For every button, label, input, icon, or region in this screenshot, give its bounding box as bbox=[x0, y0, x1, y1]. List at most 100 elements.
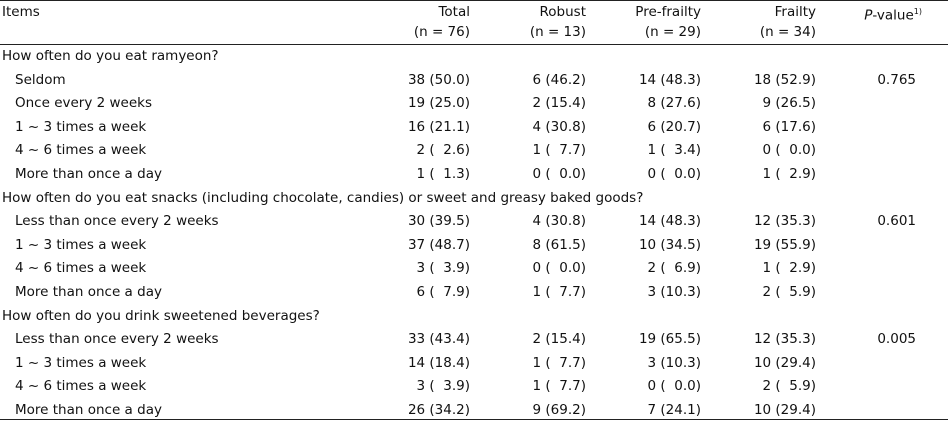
prefrailty-cell: 6 (20.7) bbox=[647, 118, 701, 135]
prefrailty-cell: 10 (34.5) bbox=[638, 236, 701, 253]
prefrailty-cell: 1 ( 3.4) bbox=[647, 142, 701, 159]
header-pvalue-footnote: 1) bbox=[913, 7, 922, 16]
table-header: Items Total (n = 76) Robust (n = 13) Pre… bbox=[0, 2, 948, 44]
row-label: 1 ~ 3 times a week bbox=[15, 118, 147, 135]
total-cell: 1 ( 1.3) bbox=[416, 166, 470, 182]
frailty-cell: 19 (55.9) bbox=[753, 236, 816, 253]
frailty-cell: 6 (17.6) bbox=[762, 118, 816, 135]
frailty-cell: 9 (26.5) bbox=[762, 95, 816, 112]
frailty-cell: 0 ( 0.0) bbox=[762, 142, 816, 159]
table-row: Seldom 38 (50.0) 6 (46.2) 14 (48.3) 18 (52.9… bbox=[0, 69, 948, 93]
frailty-cell: 12 (35.3) bbox=[753, 213, 816, 230]
robust-cell: 8 (61.5) bbox=[532, 236, 586, 253]
table-row: Less than once every 2 weeks 30 (39.5) 4 (… bbox=[0, 210, 948, 234]
robust-cell: 4 (30.8) bbox=[532, 213, 586, 230]
header-frailty: Frailty (n = 34) bbox=[760, 2, 816, 42]
frailty-cell: 10 (29.4) bbox=[753, 402, 816, 418]
total-cell: 30 (39.5) bbox=[407, 213, 470, 230]
table-row: More than once a day 6 ( 7.9) 1 ( 7.7) 3 (1… bbox=[0, 281, 948, 305]
total-cell: 6 ( 7.9) bbox=[416, 284, 470, 300]
header-pvalue-text: -value bbox=[872, 7, 914, 24]
frailty-cell: 12 (35.3) bbox=[753, 331, 816, 348]
table-bottom-rule bbox=[0, 419, 948, 420]
table-row: More than once a day 26 (34.2) 9 (69.2) 7 (… bbox=[0, 399, 948, 423]
total-cell: 16 (21.1) bbox=[407, 118, 470, 135]
pvalue-cell: 0.601 bbox=[877, 213, 916, 230]
frailty-cell: 1 ( 2.9) bbox=[762, 166, 816, 182]
header-robust-n: (n = 13) bbox=[529, 24, 586, 40]
table-row: Less than once every 2 weeks 33 (43.4) 2 (… bbox=[0, 328, 948, 352]
table-row: 1 ~ 3 times a week 16 (21.1) 4 (30.8) 6 (20… bbox=[0, 116, 948, 140]
robust-cell: 0 ( 0.0) bbox=[532, 166, 586, 182]
total-cell: 26 (34.2) bbox=[407, 402, 470, 418]
total-cell: 19 (25.0) bbox=[407, 95, 470, 112]
robust-cell: 2 (15.4) bbox=[532, 95, 586, 112]
header-total-n: (n = 76) bbox=[413, 24, 470, 40]
row-label: Seldom bbox=[15, 71, 66, 88]
prefrailty-cell: 14 (48.3) bbox=[638, 71, 701, 88]
section-question: How often do you eat ramyeon? bbox=[2, 48, 219, 64]
row-label: Once every 2 weeks bbox=[15, 95, 153, 112]
table-row: Once every 2 weeks 19 (25.0) 2 (15.4) 8 (27… bbox=[0, 92, 948, 116]
prefrailty-cell: 7 (24.1) bbox=[647, 402, 701, 418]
row-label: Less than once every 2 weeks bbox=[15, 331, 219, 348]
table-row: 1 ~ 3 times a week 14 (18.4) 1 ( 7.7) 3 (10… bbox=[0, 352, 948, 376]
prefrailty-cell: 3 (10.3) bbox=[647, 354, 701, 371]
table-top-rule bbox=[0, 0, 948, 1]
table-row: More than once a day 1 ( 1.3) 0 ( 0.0) 0 ( … bbox=[0, 163, 948, 187]
header-prefrailty-n: (n = 29) bbox=[644, 24, 701, 40]
header-prefrailty: Pre-frailty (n = 29) bbox=[635, 2, 701, 42]
prefrailty-cell: 3 (10.3) bbox=[647, 284, 701, 300]
total-cell: 2 ( 2.6) bbox=[416, 142, 470, 159]
row-label: More than once a day bbox=[15, 402, 162, 418]
row-label: 4 ~ 6 times a week bbox=[15, 142, 147, 159]
table-header-rule bbox=[0, 44, 948, 45]
pvalue-cell: 0.765 bbox=[877, 71, 916, 88]
header-robust: Robust (n = 13) bbox=[530, 2, 586, 42]
header-total-label: Total bbox=[438, 4, 470, 20]
table-row: 4 ~ 6 times a week 3 ( 3.9) 1 ( 7.7) 0 ( 0.… bbox=[0, 375, 948, 399]
robust-cell: 6 (46.2) bbox=[532, 71, 586, 88]
total-cell: 37 (48.7) bbox=[407, 236, 470, 253]
header-items: Items bbox=[2, 2, 40, 22]
section-question: How often do you eat snacks (including c… bbox=[2, 189, 644, 206]
table-row: 1 ~ 3 times a week 37 (48.7) 8 (61.5) 10 (3… bbox=[0, 234, 948, 258]
section-row: How often do you eat snacks (including c… bbox=[0, 187, 948, 211]
robust-cell: 2 (15.4) bbox=[532, 331, 586, 348]
frailty-cell: 2 ( 5.9) bbox=[762, 378, 816, 395]
frailty-cell: 2 ( 5.9) bbox=[762, 284, 816, 300]
header-pvalue-p: P bbox=[864, 7, 873, 24]
total-cell: 3 ( 3.9) bbox=[416, 260, 470, 277]
row-label: 1 ~ 3 times a week bbox=[15, 236, 147, 253]
prefrailty-cell: 0 ( 0.0) bbox=[647, 166, 701, 182]
prefrailty-cell: 8 (27.6) bbox=[647, 95, 701, 112]
frailty-cell: 1 ( 2.9) bbox=[762, 260, 816, 277]
header-prefrailty-label: Pre-frailty bbox=[635, 4, 701, 20]
section-row: How often do you drink sweetened beverag… bbox=[0, 305, 948, 329]
row-label: 4 ~ 6 times a week bbox=[15, 260, 147, 277]
row-label: Less than once every 2 weeks bbox=[15, 213, 219, 230]
prefrailty-cell: 19 (65.5) bbox=[638, 331, 701, 348]
row-label: 1 ~ 3 times a week bbox=[15, 354, 147, 371]
total-cell: 3 ( 3.9) bbox=[416, 378, 470, 395]
prefrailty-cell: 14 (48.3) bbox=[638, 213, 701, 230]
header-pvalue-label: P-value1) bbox=[864, 2, 922, 26]
prefrailty-cell: 0 ( 0.0) bbox=[647, 378, 701, 395]
table-row: 4 ~ 6 times a week 2 ( 2.6) 1 ( 7.7) 1 ( 3.… bbox=[0, 139, 948, 163]
robust-cell: 1 ( 7.7) bbox=[532, 284, 586, 300]
frailty-cell: 10 (29.4) bbox=[753, 354, 816, 371]
header-frailty-label: Frailty bbox=[774, 4, 816, 20]
robust-cell: 1 ( 7.7) bbox=[532, 142, 586, 159]
prefrailty-cell: 2 ( 6.9) bbox=[647, 260, 701, 277]
header-items-label: Items bbox=[2, 4, 40, 20]
total-cell: 14 (18.4) bbox=[407, 354, 470, 371]
robust-cell: 4 (30.8) bbox=[532, 118, 586, 135]
robust-cell: 0 ( 0.0) bbox=[532, 260, 586, 277]
total-cell: 33 (43.4) bbox=[407, 331, 470, 348]
section-question: How often do you drink sweetened beverag… bbox=[2, 307, 320, 324]
header-pvalue: P-value1) bbox=[864, 2, 922, 26]
robust-cell: 1 ( 7.7) bbox=[532, 378, 586, 395]
section-row: How often do you eat ramyeon? bbox=[0, 45, 948, 69]
total-cell: 38 (50.0) bbox=[407, 71, 470, 88]
header-frailty-n: (n = 34) bbox=[759, 24, 816, 40]
